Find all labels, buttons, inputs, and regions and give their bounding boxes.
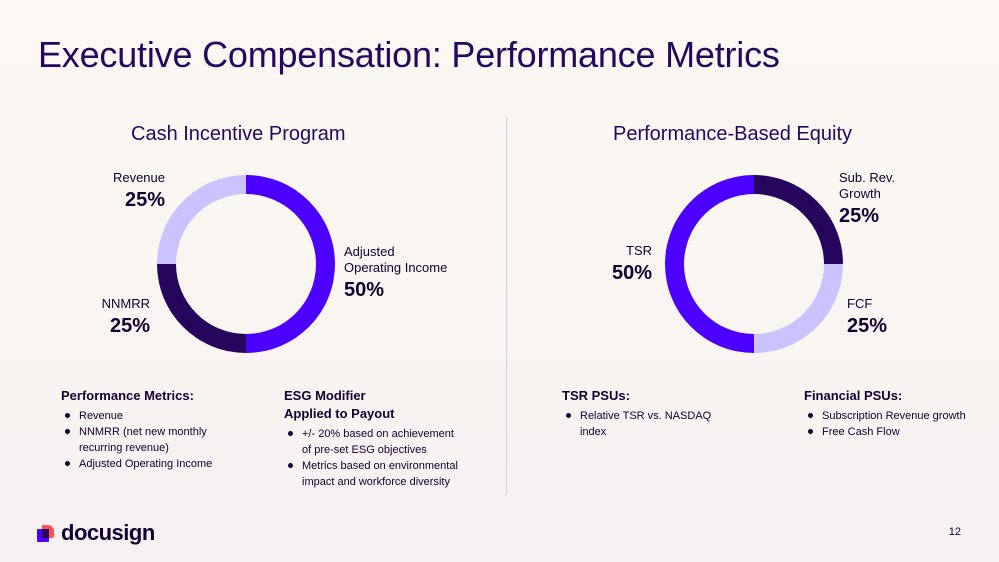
cash-incentive-title: Cash Incentive Program [131, 123, 346, 145]
list-item: Relative TSR vs. NASDAQ [562, 408, 762, 424]
financial-psus-list: Subscription Revenue growth Free Cash Fl… [804, 408, 994, 440]
donut-slice-tsr [665, 175, 754, 353]
revenue-name: Revenue [112, 170, 165, 185]
sub-rev-name-line1: Sub. Rev. [839, 170, 896, 185]
performance-metrics-list: Revenue NNMRR (net new monthly recurring… [61, 408, 261, 472]
financial-psus-heading: Financial PSUs: [804, 388, 903, 403]
list-item: Adjusted Operating Income [61, 456, 261, 472]
donut-slice-nnmrr [157, 264, 246, 353]
list-item: Revenue [61, 408, 261, 424]
list-item: NNMRR (net new monthly [61, 424, 261, 440]
list-item: +/- 20% based on achievement [284, 426, 484, 442]
sub-rev-name-line2: Growth [839, 186, 881, 201]
aoi-label: Adjusted Operating Income 50% [344, 244, 447, 302]
donut-slice-adjusted-operating-income [246, 175, 335, 353]
esg-heading-line2: Applied to Payout [284, 406, 395, 421]
list-item-continuation: of pre-set ESG objectives [302, 444, 427, 456]
performance-equity-donut [665, 175, 843, 353]
donut-slice-sub-rev-growth [754, 175, 843, 264]
donut-slice-revenue [157, 175, 246, 264]
aoi-name-line2: Operating Income [344, 260, 448, 275]
tsr-name: TSR [626, 243, 652, 258]
tsr-pct: 50% [611, 262, 652, 284]
list-item: Metrics based on environmental [284, 458, 484, 474]
tsr-psus-block: TSR PSUs: Relative TSR vs. NASDAQ index [562, 387, 762, 440]
sub-rev-pct: 25% [839, 205, 880, 227]
docusign-logo: docusign [37, 520, 155, 546]
fcf-label: FCF 25% [847, 296, 887, 338]
donut-slice-fcf [754, 264, 843, 353]
fcf-pct: 25% [847, 315, 888, 337]
financial-psus-block: Financial PSUs: Subscription Revenue gro… [804, 387, 994, 440]
nnmrr-pct: 25% [109, 315, 150, 337]
aoi-name-line1: Adjusted [344, 244, 395, 259]
page-number: 12 [948, 526, 961, 538]
tsr-psus-list: Relative TSR vs. NASDAQ index [562, 408, 762, 440]
performance-equity-title: Performance-Based Equity [613, 123, 853, 145]
esg-block: ESG Modifier Applied to Payout +/- 20% b… [284, 387, 484, 490]
fcf-name: FCF [847, 296, 873, 311]
nnmrr-label: NNMRR 25% [92, 296, 150, 338]
list-item-continuation: recurring revenue) [79, 442, 169, 454]
slide-title: Executive Compensation: Performance Metr… [38, 34, 780, 75]
section-divider [506, 117, 507, 495]
list-item: Subscription Revenue growth [804, 408, 994, 424]
cash-incentive-donut [157, 175, 335, 353]
sub-rev-label: Sub. Rev. Growth 25% [839, 170, 895, 228]
list-item: Free Cash Flow [804, 424, 994, 440]
docusign-mark-icon [37, 525, 54, 542]
performance-metrics-block: Performance Metrics: Revenue NNMRR (net … [61, 387, 261, 472]
list-item-continuation: impact and workforce diversity [302, 476, 450, 488]
performance-metrics-heading: Performance Metrics: [61, 388, 194, 403]
list-item-continuation: index [580, 426, 607, 438]
revenue-label: Revenue 25% [107, 170, 165, 212]
nnmrr-name: NNMRR [101, 296, 150, 311]
docusign-wordmark: docusign [61, 520, 155, 545]
esg-heading-line1: ESG Modifier [284, 388, 366, 403]
revenue-pct: 25% [124, 189, 165, 211]
tsr-label: TSR 50% [598, 243, 652, 285]
tsr-psus-heading: TSR PSUs: [562, 388, 630, 403]
aoi-pct: 50% [344, 279, 385, 301]
esg-list: +/- 20% based on achievement of pre-set … [284, 426, 484, 490]
